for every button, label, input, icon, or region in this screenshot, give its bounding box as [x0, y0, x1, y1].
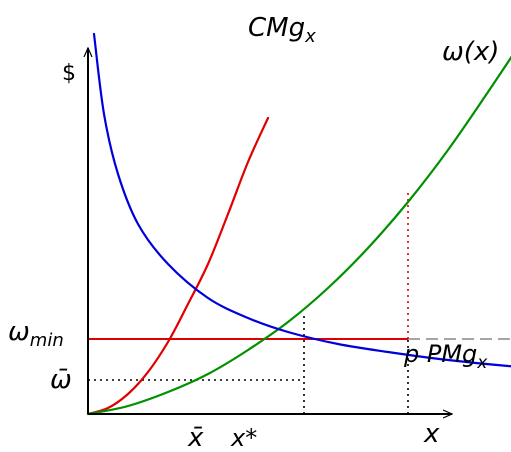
tick-label-x-bar: x̄	[187, 423, 204, 452]
y-axis-label: $	[62, 61, 76, 86]
series-line-1	[86, 55, 511, 416]
curves	[86, 32, 511, 416]
series-label-ppmg: p PMgx	[403, 340, 488, 373]
tick-label-omega-min: ωmin	[8, 317, 64, 351]
guide-lines	[88, 190, 511, 414]
series-line-2	[92, 32, 511, 368]
tick-label-x-star: x*	[230, 424, 257, 452]
series-label-omega: ω(x)	[442, 37, 499, 67]
x-axis-label: x	[423, 419, 440, 449]
series-line-0	[86, 116, 270, 416]
series-label-cmg: CMgx	[248, 13, 316, 47]
tick-label-omega-bar: ω̄	[50, 365, 72, 395]
